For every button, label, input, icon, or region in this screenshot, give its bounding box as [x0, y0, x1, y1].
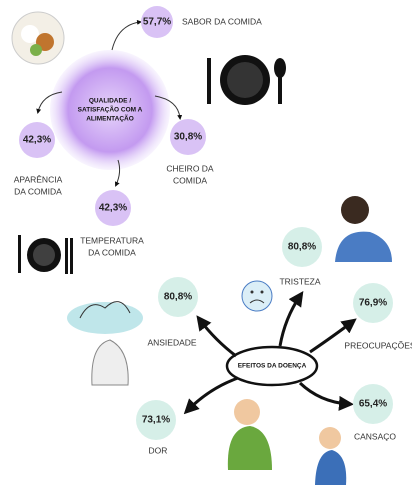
value: 73,1% — [142, 415, 170, 426]
pain-person — [228, 399, 272, 470]
food-plate — [12, 12, 64, 64]
tired-person — [315, 427, 346, 485]
value: 57,7% — [143, 17, 171, 28]
value: 76,9% — [359, 298, 387, 309]
item-label: ANSIEDADE — [147, 337, 196, 347]
item-label: DA COMIDA — [88, 247, 136, 257]
value: 65,4% — [359, 399, 387, 410]
sad-face — [242, 281, 272, 311]
value: 80,8% — [164, 292, 192, 303]
sad-person — [335, 196, 392, 262]
item-label: TRISTEZA — [279, 276, 320, 286]
value: 30,8% — [174, 132, 202, 143]
center-label: QUALIDADE / — [89, 98, 131, 105]
item-label: DOR — [149, 445, 168, 455]
item-label: SABOR DA COMIDA — [182, 16, 262, 26]
infographic: QUALIDADE /SATISFAÇÃO COM AALIMENTAÇÃO 57… — [0, 0, 412, 493]
value: 80,8% — [288, 242, 316, 253]
page: {"food_quality": {"center_lines": ["QUAL… — [0, 0, 412, 493]
item-label: TEMPERATURA — [80, 235, 144, 245]
value: 42,3% — [23, 135, 51, 146]
item-label: DA COMIDA — [14, 186, 62, 196]
center-label: SATISFAÇÃO COM A — [78, 105, 143, 114]
center-label: EFEITOS DA DOENÇA — [238, 363, 307, 370]
anxious-person — [67, 302, 143, 385]
plate-icon-small — [18, 235, 73, 274]
center-label: ALIMENTAÇÃO — [86, 114, 134, 123]
item-label: APARÊNCIA — [14, 174, 63, 184]
item-label: COMIDA — [173, 175, 207, 185]
value: 42,3% — [99, 203, 127, 214]
item-label: CANSAÇO — [354, 431, 396, 441]
item-label: PREOCUPAÇÕES — [344, 340, 412, 350]
item-label: CHEIRO DA — [166, 163, 214, 173]
plate-icon — [207, 55, 286, 105]
